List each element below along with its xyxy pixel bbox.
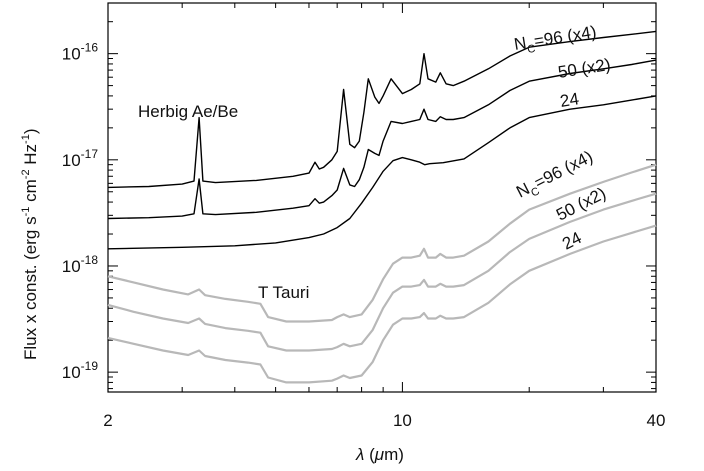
series-line-ttauri-0 [107,163,657,323]
x-tick-label: 10 [393,411,412,430]
x-tick-label: 40 [647,411,666,430]
group-label-ttauri: T Tauri [258,283,309,302]
series-label-herbig-96: NC=96 (x4) [513,22,599,58]
series-line-herbig-0 [107,30,657,189]
plot-frame [107,2,657,393]
series-label-herbig-24: 24 [559,89,581,111]
x-axis-title: λ (μm) [355,445,404,464]
series-layer [107,30,657,384]
y-tick-label: 10-16 [62,41,99,64]
series-label-herbig-50: 50 (x2) [557,55,612,82]
series-line-ttauri-2 [107,224,657,384]
y-tick-label: 10-17 [62,147,99,170]
series-line-herbig-2 [107,95,657,250]
y-tick-label: 10-19 [62,359,99,382]
y-axis-ticks: 10-19 10-18 10-17 10-16 [62,2,656,390]
group-label-herbig: Herbig Ae/Be [138,102,238,121]
x-tick-label: 2 [103,411,112,430]
y-axis-title: Flux x const. (erg s-1 cm-2 Hz-1) [20,128,40,360]
svg-text:Flux x const. (erg s-1 cm-2 Hz: Flux x const. (erg s-1 cm-2 Hz-1) [20,128,40,360]
y-tick-label: 10-18 [62,253,99,276]
x-axis-ticks: 2 10 40 [103,3,665,430]
series-line-ttauri-1 [107,192,657,352]
svg-text:λ (μm): λ (μm) [355,445,404,464]
series-line-herbig-1 [107,59,657,220]
